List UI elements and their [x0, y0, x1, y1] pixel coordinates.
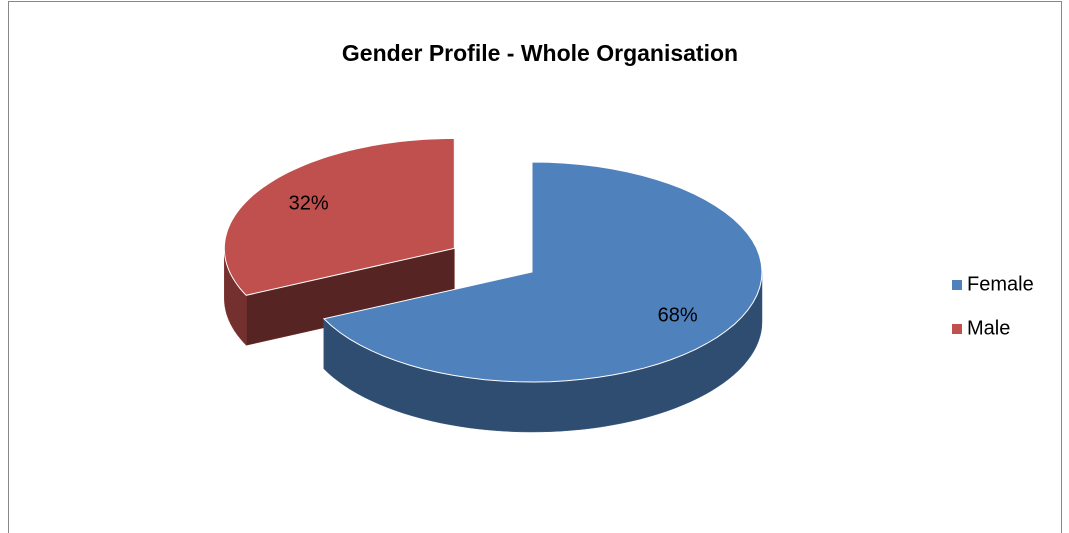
pie-slice [223, 137, 455, 296]
legend-label: Female [967, 273, 1034, 295]
data-label: 68% [658, 304, 698, 326]
legend-label: Male [967, 317, 1010, 339]
legend-swatch [952, 280, 962, 290]
legend-swatch [952, 324, 962, 334]
chart-title: Gender Profile - Whole Organisation [342, 40, 738, 66]
data-label: 32% [289, 192, 329, 214]
pie-slice [322, 161, 763, 383]
chart-border [8, 1, 1062, 533]
